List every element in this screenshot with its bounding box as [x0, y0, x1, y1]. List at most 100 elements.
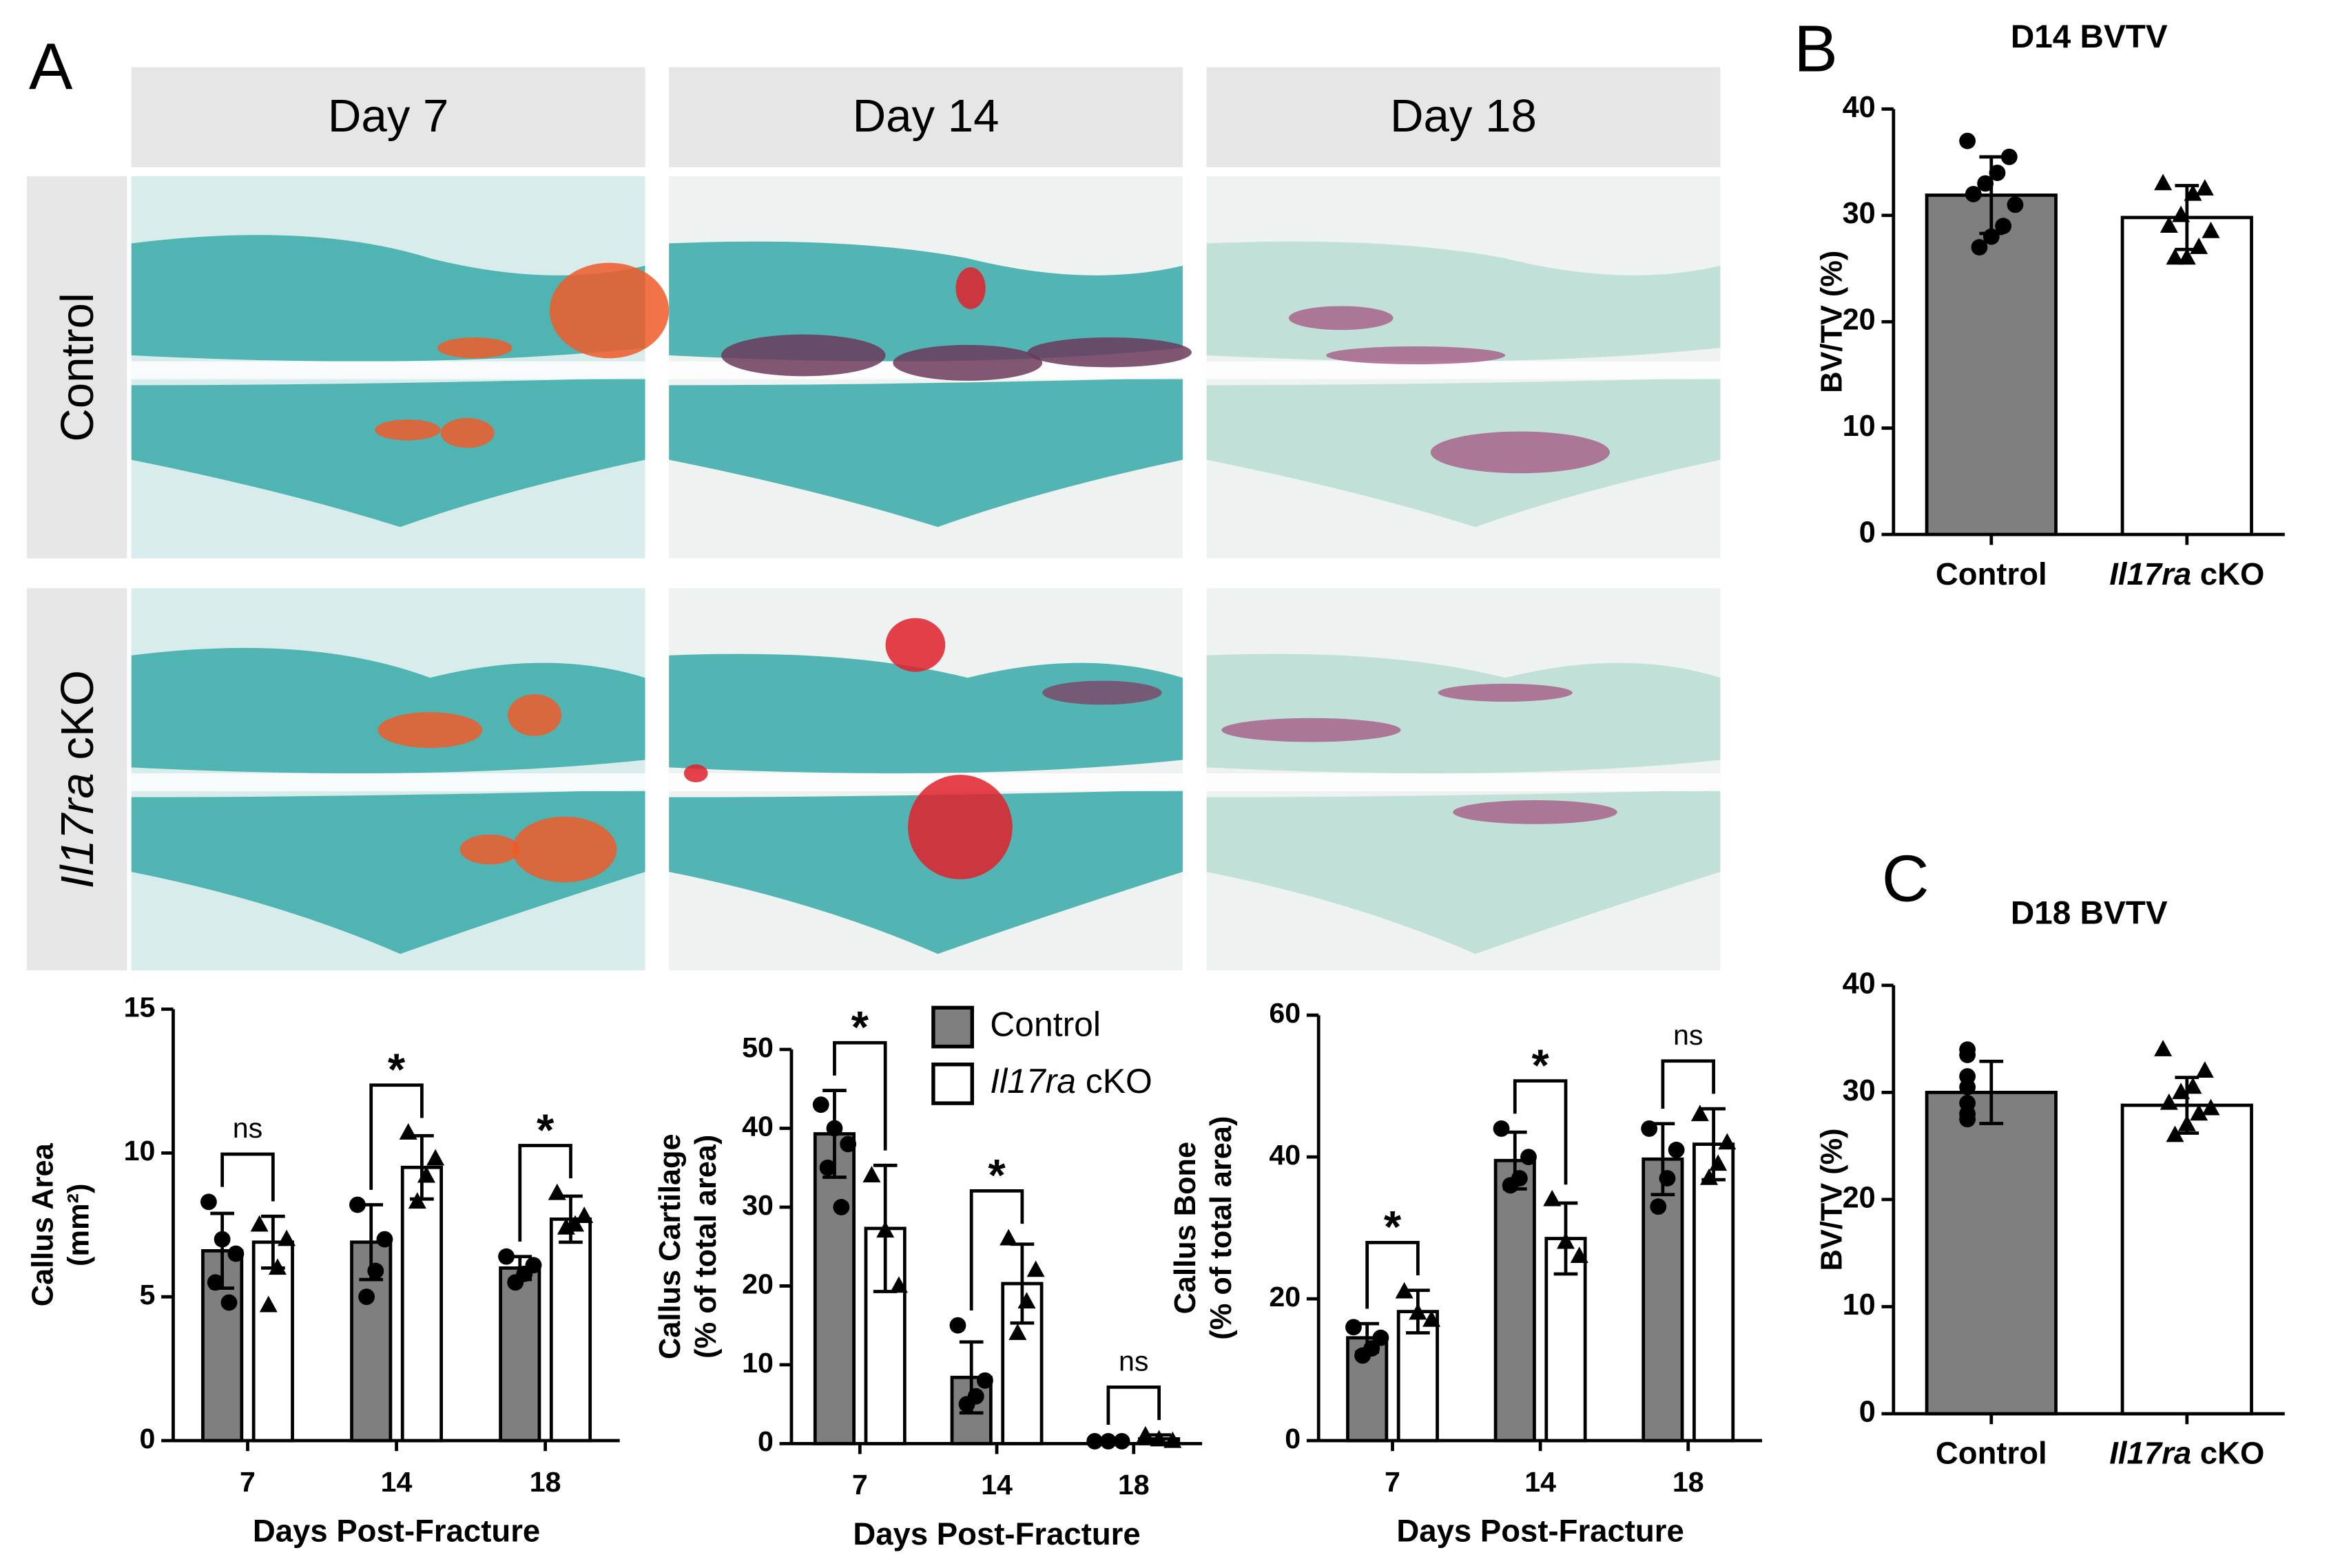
- bar: [813, 1132, 856, 1445]
- significance-bracket: [969, 1189, 1024, 1310]
- histology-image: [1206, 588, 1721, 971]
- tissue-band: [669, 789, 1183, 954]
- data-point: [1650, 1198, 1667, 1215]
- tissue-band: [1206, 789, 1721, 954]
- significance-bracket: [1106, 1386, 1161, 1425]
- tissue-band: [669, 241, 1183, 362]
- y-tick-label: 0: [1285, 1423, 1301, 1454]
- data-point: [976, 1372, 993, 1389]
- y-tick-label: 10: [1843, 410, 1876, 443]
- marrow-gap: [1206, 361, 1721, 379]
- y-tick-label: 30: [1843, 197, 1876, 230]
- data-point: [200, 1193, 217, 1211]
- stain: [893, 344, 1043, 381]
- bar: [1925, 1090, 2058, 1416]
- data-point: [507, 1274, 524, 1291]
- data-point: [1959, 1111, 1976, 1128]
- y-tick-label: 40: [1843, 91, 1876, 124]
- data-point: [548, 1183, 566, 1200]
- y-tick-label: 10: [124, 1135, 156, 1167]
- x-tick-label: 18: [530, 1466, 561, 1498]
- data-point: [2160, 1093, 2178, 1110]
- column-header-box: [669, 67, 1183, 167]
- legend-swatch: [931, 1005, 974, 1049]
- data-point: [1556, 1232, 1575, 1249]
- data-point: [812, 1096, 829, 1114]
- significance-label: *: [1531, 1040, 1549, 1090]
- data-point: [1959, 132, 1976, 149]
- data-point: [2172, 205, 2191, 222]
- y-tick-label: 40: [742, 1110, 774, 1142]
- legend-label: Il17ra cKO: [990, 1062, 1152, 1100]
- y-tick-label: 15: [124, 991, 156, 1023]
- marrow-gap: [131, 361, 645, 379]
- stain: [375, 419, 441, 441]
- row-header: Il17ra cKO: [52, 670, 103, 888]
- data-point: [2184, 184, 2202, 201]
- data-point: [1965, 185, 1982, 202]
- chart-title: D14 BVTV: [2011, 19, 2168, 55]
- data-point: [819, 1159, 836, 1176]
- y-tick-label: 10: [1843, 1288, 1876, 1321]
- significance-label: ns: [1673, 1019, 1703, 1051]
- y-axis-label: BV/TV (%): [1816, 1128, 1849, 1271]
- significance-label: *: [1384, 1202, 1402, 1252]
- data-point: [1959, 1047, 1976, 1063]
- data-point: [826, 1120, 843, 1137]
- data-point: [1136, 1425, 1155, 1443]
- stain: [1326, 346, 1506, 365]
- data-point: [2177, 1114, 2196, 1131]
- data-point: [876, 1221, 895, 1238]
- data-point: [1570, 1246, 1588, 1264]
- panel-label: C: [1882, 843, 1929, 916]
- data-point: [2000, 148, 2018, 165]
- x-tick-label: 7: [852, 1469, 868, 1501]
- x-tick-label: Il17ra cKO: [2109, 1436, 2264, 1471]
- x-tick-label: Control: [1936, 1436, 2047, 1471]
- tissue-band: [131, 377, 645, 527]
- x-tick-label: 7: [240, 1466, 256, 1498]
- data-point: [2195, 1061, 2214, 1078]
- y-axis-label: (% of total area): [1205, 1116, 1238, 1340]
- data-point: [1345, 1319, 1362, 1336]
- x-tick-label: 14: [1524, 1466, 1556, 1498]
- chart: 0 20 40 60 Callus Bone (% of total area) Days …: [1169, 997, 1763, 1548]
- data-point: [2190, 1104, 2208, 1121]
- chart: 0 10 20 30 40 BV/TV (%) D18 BVTV Control Il17ra …: [1816, 895, 2285, 1471]
- y-tick-label: 0: [758, 1425, 774, 1457]
- y-tick-label: 30: [1843, 1074, 1876, 1107]
- x-tick-label: 14: [381, 1466, 413, 1498]
- data-point: [259, 1295, 278, 1313]
- x-tick-label: 18: [1118, 1469, 1150, 1501]
- y-tick-label: 0: [140, 1423, 156, 1454]
- data-point: [2202, 1098, 2220, 1116]
- data-point: [2202, 221, 2220, 238]
- data-point: [268, 1258, 287, 1275]
- data-point: [2166, 248, 2184, 265]
- legend-label: Control: [990, 1005, 1101, 1044]
- y-tick-label: 20: [1843, 304, 1876, 337]
- data-point: [1354, 1347, 1371, 1364]
- data-point: [1668, 1141, 1685, 1158]
- data-point: [889, 1276, 908, 1293]
- y-tick-label: 40: [1269, 1139, 1301, 1171]
- y-tick-label: 20: [1269, 1281, 1301, 1313]
- significance-label: *: [988, 1150, 1006, 1200]
- column-header: Day 18: [1390, 90, 1537, 142]
- significance-bracket: [220, 1152, 275, 1202]
- data-point: [1409, 1303, 1427, 1320]
- chart-title: D18 BVTV: [2011, 895, 2168, 932]
- significance-bracket: [518, 1144, 572, 1242]
- data-point: [1150, 1430, 1168, 1447]
- stain: [508, 694, 562, 736]
- x-tick-label: 18: [1673, 1466, 1704, 1498]
- significance-bracket: [1365, 1240, 1420, 1309]
- data-point: [1502, 1177, 1519, 1194]
- histology-image: [1206, 176, 1721, 558]
- x-axis-label: Days Post-Fracture: [253, 1513, 540, 1548]
- bar: [1544, 1237, 1587, 1443]
- data-point: [1982, 228, 2000, 245]
- data-point: [2154, 174, 2173, 191]
- bar: [549, 1217, 592, 1443]
